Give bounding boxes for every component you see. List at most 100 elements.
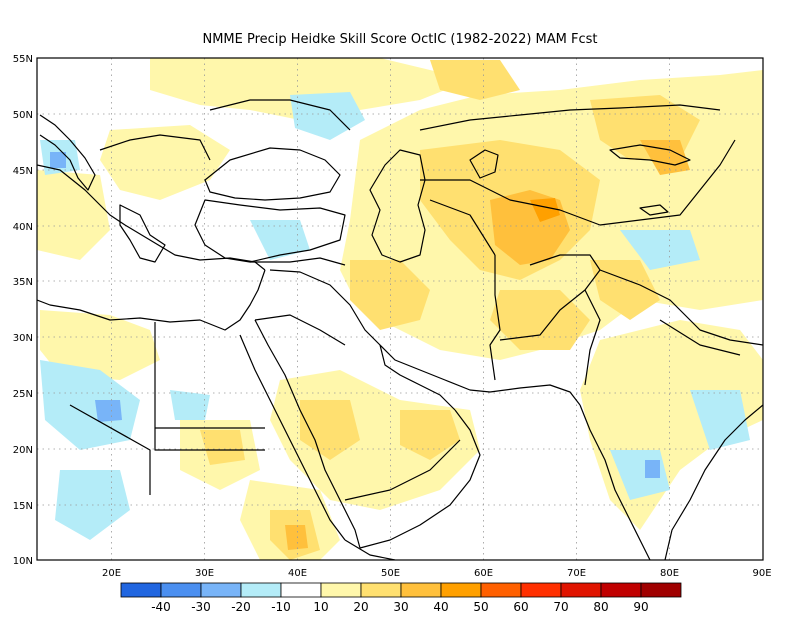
shade-west-europe [37, 170, 110, 260]
x-tick-label: 30E [195, 568, 214, 579]
shade-north-kazakh [430, 60, 520, 100]
x-tick-label: 90E [752, 568, 771, 579]
border-balkans [99, 134, 211, 161]
map-plot-area [36, 57, 764, 561]
shade-neg-turkey [250, 220, 310, 260]
coast-red-sea-west [239, 334, 346, 541]
shade-ethiopia-peak [285, 525, 308, 550]
y-tick-label: 15N [13, 501, 33, 512]
border-pakistan-india [584, 289, 601, 386]
y-tick-label: 45N [13, 166, 33, 177]
legend-swatch [600, 582, 642, 598]
coast-india-west [579, 404, 651, 560]
coast-arabia-south [359, 409, 481, 549]
shade-neg-europe-core [50, 152, 66, 168]
legend-swatch [360, 582, 402, 598]
gridlines [37, 58, 763, 560]
shade-neg-india-core [645, 460, 660, 478]
border-india-china [599, 269, 763, 346]
x-tick-label: 80E [660, 568, 679, 579]
legend-swatch [120, 582, 162, 598]
legend-swatch [240, 582, 282, 598]
border-afghanistan-pakistan [499, 254, 601, 341]
map-frame [36, 57, 764, 561]
legend-label: 50 [473, 600, 488, 614]
coast-caspian [369, 149, 426, 263]
y-tick-label: 25N [13, 389, 33, 400]
legend-swatches [120, 582, 682, 598]
legend-label: -20 [231, 600, 251, 614]
border-iraq [269, 269, 381, 346]
coast-red-sea-east [254, 319, 361, 549]
shade-neg-libya-core [95, 400, 122, 422]
y-tick-label: 50N [13, 110, 33, 121]
shade-kashmir [590, 260, 660, 320]
shade-sahara [40, 310, 160, 380]
border-russia-kazakh [419, 104, 721, 131]
legend-label: -40 [151, 600, 171, 614]
coast-lake-balkhash [609, 144, 691, 166]
x-tick-label: 50E [381, 568, 400, 579]
y-tick-label: 30N [13, 333, 33, 344]
y-tick-label: 55N [13, 54, 33, 65]
border-saudi-yemen [344, 439, 461, 501]
skill-shading [37, 58, 763, 560]
y-tick-label: 35N [13, 277, 33, 288]
shade-oman [400, 410, 460, 460]
border-kazakh-china [599, 139, 736, 226]
x-tick-label: 60E [474, 568, 493, 579]
legend-label: 30 [393, 600, 408, 614]
border-kazakh-uzbek [420, 179, 601, 226]
shade-neg-egypt-west [170, 390, 210, 420]
y-tick-label: 20N [13, 445, 33, 456]
coast-anatolia [194, 199, 346, 263]
border-turkey-syria [250, 257, 346, 266]
y-axis: 10N 15N 20N 25N 30N 35N 40N 45N 50N 55N [13, 54, 33, 567]
legend-label: -30 [191, 600, 211, 614]
coast-india-east [664, 404, 763, 560]
coast-iran-south [489, 384, 581, 406]
legend-swatch [280, 582, 322, 598]
shade-mongolia-peak [640, 140, 690, 175]
border-ukraine [209, 99, 351, 131]
coast-horn-africa [344, 539, 396, 560]
x-tick-label: 20E [102, 568, 121, 579]
shade-neg-ukraine [290, 92, 365, 140]
legend-swatch [400, 582, 442, 598]
shade-central-arabia [300, 400, 360, 460]
shade-balkans [100, 125, 230, 200]
legend-swatch [440, 582, 482, 598]
coast-aral [469, 149, 499, 179]
legend-label: 40 [433, 600, 448, 614]
shade-neg-bay-bengal [690, 390, 750, 450]
coast-black-sea [204, 147, 341, 201]
legend-swatch [160, 582, 202, 598]
y-tick-label: 40N [13, 222, 33, 233]
coast-mediterranean-north [37, 164, 266, 271]
legend-label: -10 [271, 600, 291, 614]
border-iran-afghanistan [489, 255, 501, 381]
legend-label: 80 [593, 600, 608, 614]
coast-levant-egypt [37, 269, 266, 331]
shade-neg-kazakh-east [620, 230, 700, 270]
border-turkmen-uzbek [429, 199, 496, 256]
x-tick-label: 40E [288, 568, 307, 579]
legend-label: 70 [553, 600, 568, 614]
legend-label: 90 [633, 600, 648, 614]
border-libya-chad [69, 404, 151, 495]
legend-label: 60 [513, 600, 528, 614]
shade-pakistan [490, 290, 590, 350]
legend-swatch [480, 582, 522, 598]
legend-label: 20 [353, 600, 368, 614]
map-title: NMME Precip Heidke Skill Score OctIC (19… [202, 32, 597, 47]
border-libya-egypt [154, 322, 265, 451]
borders [69, 99, 763, 501]
legend-swatch [520, 582, 562, 598]
coastlines [37, 114, 763, 560]
x-axis: 20E 30E 40E 50E 60E 70E 80E 90E [102, 568, 772, 579]
coast-lake-issyk [639, 204, 669, 216]
legend-swatch [200, 582, 242, 598]
legend-swatch [640, 582, 682, 598]
coast-italy [39, 114, 96, 191]
